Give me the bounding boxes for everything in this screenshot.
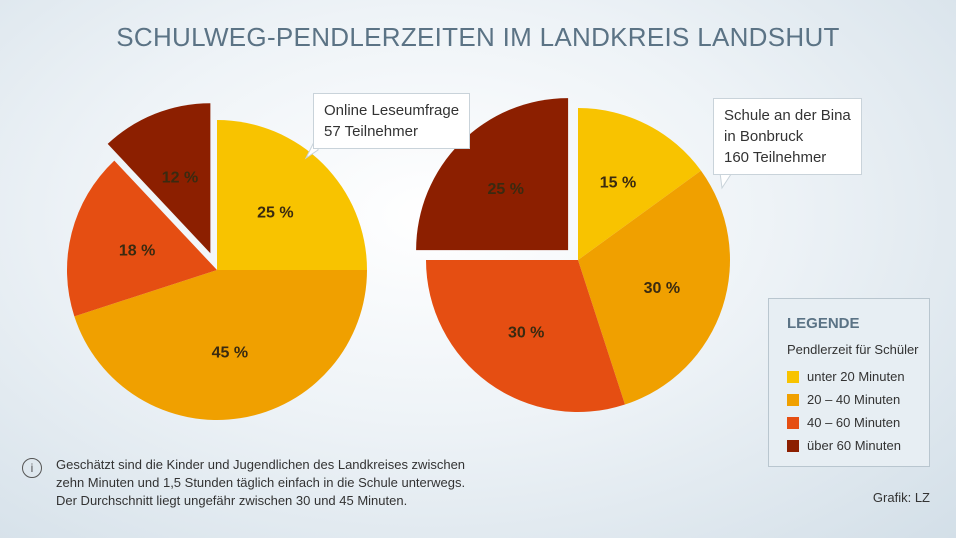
callout-line: in Bonbruck <box>724 128 804 145</box>
legend-item-label: unter 20 Minuten <box>807 369 905 384</box>
legend-box: LEGENDE Pendlerzeit für Schüler unter 20… <box>768 298 930 467</box>
pie-slice-label: 12 % <box>162 170 198 187</box>
pie-slice <box>578 170 730 405</box>
footnote-line: Der Durchschnitt liegt ungefähr zwischen… <box>56 493 408 508</box>
legend-item: über 60 Minuten <box>787 434 929 457</box>
footnote-line: Geschätzt sind die Kinder und Jugendlich… <box>56 457 466 472</box>
legend-item-label: über 60 Minuten <box>807 438 901 453</box>
pie-chart-online-survey: 25 % 45 % 18 % 12 % <box>67 103 367 421</box>
pie-chart-school-survey: 15 % 30 % 30 % 25 % <box>416 98 730 412</box>
legend-swatch <box>787 393 799 406</box>
pie-slice-label: 25 % <box>257 205 293 222</box>
pie-slice-label: 30 % <box>508 324 544 341</box>
legend-swatch <box>787 439 799 452</box>
legend-item: 20 – 40 Minuten <box>787 388 929 411</box>
source-credit: Grafik: LZ <box>872 490 930 505</box>
pie-slice <box>425 260 625 412</box>
callout-line: Online Leseumfrage <box>324 102 460 119</box>
pie-slice-label: 45 % <box>212 344 248 361</box>
legend-title: LEGENDE <box>787 315 860 332</box>
pie-slice <box>416 98 569 251</box>
legend-item: unter 20 Minuten <box>787 365 929 388</box>
pie-slice <box>67 160 218 317</box>
pie-slice-label: 25 % <box>488 181 524 198</box>
callout-online-survey: Online Leseumfrage 57 Teilnehmer <box>313 93 471 149</box>
legend-swatch <box>787 370 799 383</box>
chart-title: SCHULWEG-PENDLERZEITEN IM LANDKREIS LAND… <box>116 22 840 52</box>
footnote: i Geschätzt sind die Kinder und Jugendli… <box>22 456 492 510</box>
legend-item-label: 20 – 40 Minuten <box>807 392 901 407</box>
pie-slice <box>578 108 701 260</box>
callout-line: Schule an der Bina <box>724 107 851 124</box>
legend-item-label: 40 – 60 Minuten <box>807 415 901 430</box>
pie-slice <box>74 270 367 421</box>
legend-subtitle: Pendlerzeit für Schüler <box>787 342 919 357</box>
callout-school-survey: Schule an der Bina in Bonbruck 160 Teiln… <box>713 98 862 175</box>
callout-line: 160 Teilnehmer <box>724 149 827 166</box>
pie-slice-label: 15 % <box>600 174 636 191</box>
footnote-line: zehn Minuten und 1,5 Stunden täglich ein… <box>56 475 466 490</box>
info-icon: i <box>22 458 42 478</box>
pie-slice-label: 30 % <box>644 280 680 297</box>
pie-slice <box>217 120 367 270</box>
legend-swatch <box>787 416 799 429</box>
callout-line: 57 Teilnehmer <box>324 123 418 140</box>
pie-slice-label: 18 % <box>119 242 155 259</box>
legend-item: 40 – 60 Minuten <box>787 411 929 434</box>
pie-slice <box>107 103 211 254</box>
